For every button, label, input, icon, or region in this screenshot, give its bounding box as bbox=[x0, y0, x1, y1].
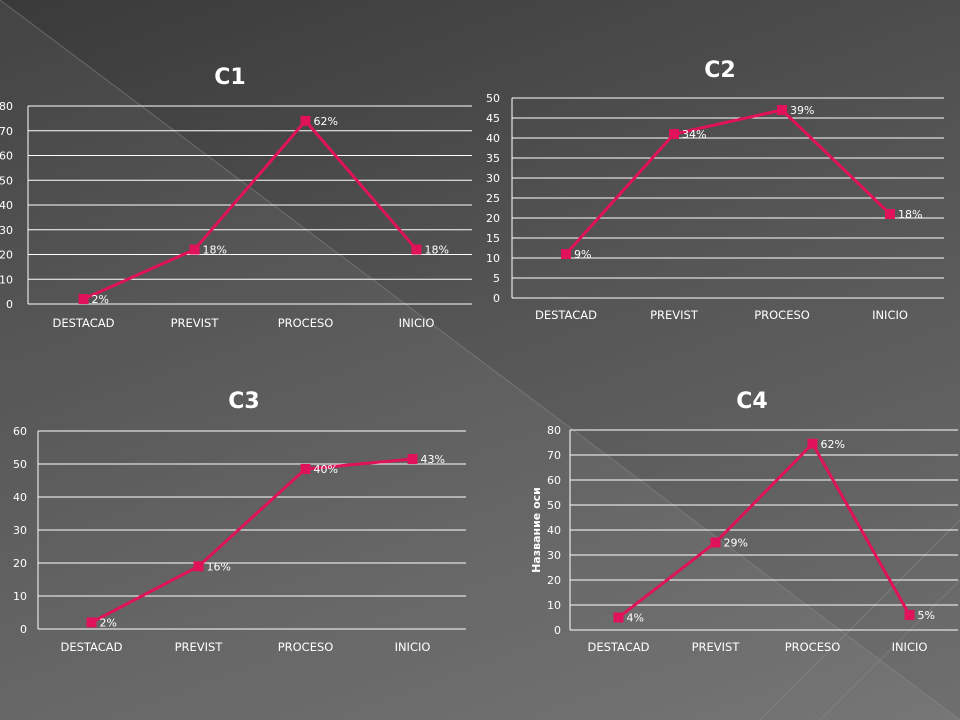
y-tick-label: 0 bbox=[493, 292, 500, 305]
chart-1: C1 0 10 20 30 40 50 60 70 80 DESTACAD PREVIST PROCES… bbox=[0, 65, 472, 330]
x-tick-label: PROCESO bbox=[754, 308, 810, 322]
data-label: 4% bbox=[627, 612, 644, 625]
data-point bbox=[189, 244, 200, 255]
y-tick-label: 30 bbox=[547, 549, 561, 562]
series-line bbox=[82, 119, 418, 301]
data-point bbox=[613, 612, 624, 623]
y-tick-label: 20 bbox=[13, 557, 27, 570]
y-tick-label: 35 bbox=[486, 152, 500, 165]
y-tick-label: 20 bbox=[547, 574, 561, 587]
x-tick-label: PREVIST bbox=[650, 308, 699, 322]
chart-title: C2 bbox=[704, 58, 735, 83]
x-tick-label: PROCESO bbox=[278, 640, 334, 654]
data-label: 34% bbox=[682, 128, 706, 141]
series-line bbox=[90, 457, 413, 624]
y-tick-label: 40 bbox=[486, 132, 500, 145]
y-tick-label: 50 bbox=[547, 499, 561, 512]
chart-title: C1 bbox=[214, 65, 245, 90]
x-tick-label: DESTACAD bbox=[61, 640, 123, 654]
y-tick-label: 50 bbox=[0, 174, 13, 187]
data-label: 62% bbox=[821, 438, 845, 451]
data-label: 16% bbox=[207, 560, 231, 573]
y-tick-label: 10 bbox=[13, 590, 27, 603]
data-label: 18% bbox=[425, 244, 449, 257]
chart-title: C4 bbox=[736, 389, 767, 414]
data-point bbox=[561, 249, 571, 259]
y-tick-label: 60 bbox=[547, 474, 561, 487]
y-tick-label: 20 bbox=[0, 249, 13, 262]
data-point bbox=[300, 463, 311, 474]
y-tick-label: 50 bbox=[13, 458, 27, 471]
y-tick-label: 15 bbox=[486, 232, 500, 245]
chart-4: C4 0 10 20 30 40 50 60 70 80 DESTACAD PREVIST PROCES… bbox=[530, 389, 958, 654]
data-point bbox=[78, 294, 89, 305]
x-tick-label: DESTACAD bbox=[588, 640, 650, 654]
data-label: 40% bbox=[314, 463, 338, 476]
y-tick-label: 30 bbox=[13, 524, 27, 537]
y-tick-label: 10 bbox=[547, 599, 561, 612]
data-point bbox=[300, 115, 311, 126]
y-tick-label: 60 bbox=[0, 150, 13, 163]
y-tick-label: 80 bbox=[0, 100, 13, 113]
y-axis-title: Название оси bbox=[530, 487, 543, 573]
x-tick-label: PREVIST bbox=[171, 316, 220, 330]
x-tick-label: DESTACAD bbox=[535, 308, 597, 322]
chart-2: C2 0 5 10 15 20 25 30 35 40 45 50 DESTACAD PREVIST PRO… bbox=[486, 58, 944, 322]
data-point bbox=[904, 610, 915, 620]
data-point bbox=[885, 209, 895, 219]
x-tick-label: PROCESO bbox=[785, 640, 841, 654]
x-tick-label: PREVIST bbox=[175, 640, 224, 654]
y-tick-label: 0 bbox=[554, 624, 561, 637]
x-tick-label: PREVIST bbox=[692, 640, 741, 654]
y-tick-label: 40 bbox=[0, 199, 13, 212]
data-point bbox=[86, 617, 97, 628]
y-tick-label: 10 bbox=[486, 252, 500, 265]
data-point bbox=[669, 129, 679, 139]
y-tick-label: 80 bbox=[547, 424, 561, 437]
data-label: 39% bbox=[790, 104, 814, 117]
y-tick-label: 30 bbox=[486, 172, 500, 185]
data-point bbox=[807, 438, 818, 449]
y-tick-label: 70 bbox=[547, 449, 561, 462]
y-tick-label: 20 bbox=[486, 212, 500, 225]
y-tick-label: 40 bbox=[13, 491, 27, 504]
chart-3: C3 0 10 20 30 40 50 60 DESTACAD PREVIST PROCESO INI… bbox=[13, 389, 466, 654]
y-tick-label: 45 bbox=[486, 112, 500, 125]
y-tick-label: 0 bbox=[6, 298, 13, 311]
data-label: 2% bbox=[92, 293, 109, 306]
y-tick-label: 30 bbox=[0, 224, 13, 237]
data-label: 62% bbox=[314, 115, 338, 128]
y-tick-label: 25 bbox=[486, 192, 500, 205]
data-point bbox=[411, 244, 422, 255]
data-point bbox=[193, 561, 204, 572]
x-tick-label: INICIO bbox=[872, 308, 908, 322]
y-tick-label: 60 bbox=[13, 425, 27, 438]
series-line bbox=[617, 442, 911, 619]
data-label: 5% bbox=[918, 609, 935, 622]
data-label: 43% bbox=[421, 453, 445, 466]
data-label: 29% bbox=[724, 537, 748, 550]
x-tick-label: DESTACAD bbox=[53, 316, 115, 330]
data-label: 9% bbox=[574, 248, 591, 261]
data-point bbox=[777, 105, 787, 115]
chart-title: C3 bbox=[228, 389, 259, 414]
data-point bbox=[710, 537, 721, 548]
data-label: 2% bbox=[100, 616, 117, 629]
y-tick-label: 70 bbox=[0, 125, 13, 138]
x-tick-label: INICIO bbox=[399, 316, 435, 330]
series-line bbox=[564, 108, 892, 256]
y-tick-label: 40 bbox=[547, 524, 561, 537]
y-tick-label: 50 bbox=[486, 92, 500, 105]
y-tick-label: 10 bbox=[0, 273, 13, 286]
data-point bbox=[407, 454, 418, 465]
data-label: 18% bbox=[898, 208, 922, 221]
x-tick-label: INICIO bbox=[395, 640, 431, 654]
y-tick-label: 5 bbox=[493, 272, 500, 285]
data-label: 18% bbox=[203, 244, 227, 257]
y-tick-label: 0 bbox=[20, 623, 27, 636]
x-tick-label: INICIO bbox=[892, 640, 928, 654]
x-tick-label: PROCESO bbox=[278, 316, 334, 330]
